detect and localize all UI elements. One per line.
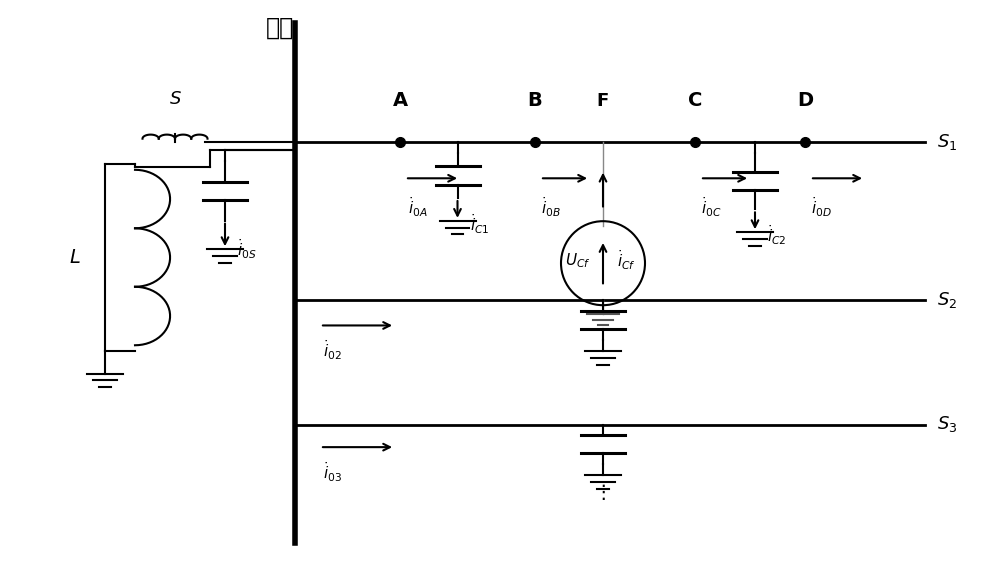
Text: $\dot{i}_{02}$: $\dot{i}_{02}$ xyxy=(323,338,342,362)
Text: $\dot{i}_{0B}$: $\dot{i}_{0B}$ xyxy=(541,195,561,219)
Text: $S_1$: $S_1$ xyxy=(937,131,957,152)
Text: $U_{Cf}$: $U_{Cf}$ xyxy=(565,251,591,270)
Text: $L$: $L$ xyxy=(69,248,81,267)
Text: $S_3$: $S_3$ xyxy=(937,414,957,435)
Text: $S$: $S$ xyxy=(169,89,181,108)
Text: $S_2$: $S_2$ xyxy=(937,290,957,310)
Text: B: B xyxy=(528,91,542,110)
Text: $\dot{i}_{C1}$: $\dot{i}_{C1}$ xyxy=(470,212,489,236)
Text: $\dot{i}_{03}$: $\dot{i}_{03}$ xyxy=(323,460,342,484)
Text: $\dot{i}_{Cf}$: $\dot{i}_{Cf}$ xyxy=(617,248,636,272)
Text: A: A xyxy=(392,91,408,110)
Text: 母线: 母线 xyxy=(266,16,294,40)
Text: $\dot{i}_{C2}$: $\dot{i}_{C2}$ xyxy=(767,224,787,247)
Text: $\dot{i}_{0C}$: $\dot{i}_{0C}$ xyxy=(701,195,722,219)
Text: ⋮: ⋮ xyxy=(593,483,613,502)
Text: F: F xyxy=(597,92,609,110)
Text: C: C xyxy=(688,91,702,110)
Text: D: D xyxy=(797,91,813,110)
Text: $\dot{i}_{0A}$: $\dot{i}_{0A}$ xyxy=(408,195,428,219)
Text: $\dot{i}_{0S}$: $\dot{i}_{0S}$ xyxy=(237,238,257,261)
Text: $\dot{i}_{0D}$: $\dot{i}_{0D}$ xyxy=(811,195,832,219)
